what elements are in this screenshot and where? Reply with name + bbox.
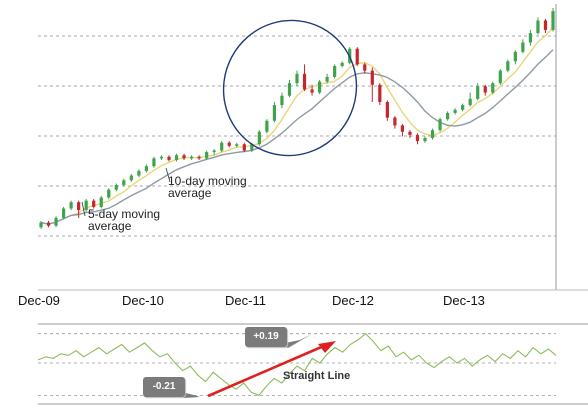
ma10-label: 10-day moving average xyxy=(168,175,247,199)
candle-body xyxy=(438,119,442,131)
candle-body xyxy=(61,208,66,218)
candle-body xyxy=(174,155,179,160)
candle-body xyxy=(69,202,73,209)
candle-body xyxy=(205,152,209,159)
candle-body xyxy=(295,73,299,84)
straight-line-arrow xyxy=(207,343,327,398)
callout-high: +0.19 xyxy=(245,327,287,347)
candle-body xyxy=(506,61,510,71)
candle-body xyxy=(385,101,389,118)
candle-body xyxy=(363,64,367,71)
candle-body xyxy=(54,217,58,226)
candle-body xyxy=(393,117,397,126)
x-tick-label: Dec-10 xyxy=(122,293,164,308)
candle-body xyxy=(122,180,126,185)
candle-body xyxy=(84,200,88,211)
candle-body xyxy=(491,83,495,93)
candle-body xyxy=(92,200,96,207)
candle-body xyxy=(182,155,186,159)
candle-body xyxy=(551,11,555,30)
candle-body xyxy=(159,156,164,159)
candle-body xyxy=(543,20,548,30)
candle-body xyxy=(235,144,239,146)
candle-body xyxy=(355,48,359,65)
callout-high-pointer xyxy=(280,334,312,348)
candle-body xyxy=(129,175,133,181)
x-tick-label: Dec-12 xyxy=(332,293,374,308)
candle-body xyxy=(498,70,502,84)
ma5-label: 5-day moving average xyxy=(88,208,160,232)
candle-body xyxy=(378,84,382,102)
candle-body xyxy=(212,150,216,153)
ma10-label-line1: 10-day moving xyxy=(168,174,247,188)
candle-body xyxy=(250,144,254,151)
x-tick-label: Dec-13 xyxy=(443,293,485,308)
candle-body xyxy=(536,20,540,34)
straight-line-label: Straight Line xyxy=(283,370,351,382)
ma10-line xyxy=(40,49,554,225)
candle-body xyxy=(220,142,224,151)
candle-body xyxy=(114,184,118,190)
candle-body xyxy=(325,76,329,82)
x-tick-label: Dec-11 xyxy=(225,293,266,308)
candle-body xyxy=(46,222,51,226)
candle-body xyxy=(333,65,337,77)
candle-body xyxy=(242,144,246,151)
ma10-leader xyxy=(165,167,171,183)
candle-body xyxy=(310,89,314,93)
callout-low-pointer xyxy=(180,392,200,398)
candle-body xyxy=(227,142,231,146)
candle-body xyxy=(107,189,111,198)
straight-line-arrowhead xyxy=(318,341,336,353)
candle-body xyxy=(476,86,480,99)
candle-body xyxy=(445,112,450,120)
ma5-label-line2: average xyxy=(88,219,132,233)
candle-body xyxy=(513,51,517,62)
candle-body xyxy=(408,131,412,135)
candle-body xyxy=(272,105,277,121)
candle-body xyxy=(461,105,465,110)
candle-body xyxy=(257,131,261,145)
candle-body xyxy=(99,197,103,207)
candle-body xyxy=(521,42,525,52)
candle-body xyxy=(144,166,149,171)
ma5-line xyxy=(40,26,554,225)
candle-body xyxy=(317,81,322,93)
candle-body xyxy=(167,156,171,160)
candle-body xyxy=(340,62,344,66)
highlight-ellipse xyxy=(222,19,358,157)
candle-body xyxy=(468,98,472,106)
candle-body xyxy=(137,170,141,176)
callout-low: -0.21 xyxy=(143,377,185,397)
candle-body xyxy=(39,222,43,228)
candle-body xyxy=(370,70,374,85)
candle-body xyxy=(287,83,292,96)
candle-body xyxy=(423,138,427,142)
candle-body xyxy=(528,33,533,43)
oscillator-line xyxy=(37,332,557,397)
ma5-leader xyxy=(81,201,86,217)
candle-body xyxy=(453,109,457,113)
ma10-label-line2: average xyxy=(168,186,212,200)
candle-body xyxy=(197,156,201,159)
candle-body xyxy=(77,202,81,211)
x-tick-label: Dec-09 xyxy=(18,293,60,308)
candle-body xyxy=(430,130,435,138)
candle-body xyxy=(483,86,487,93)
candle-body xyxy=(280,95,284,106)
candle-body xyxy=(152,158,156,167)
candle-body xyxy=(265,120,269,132)
candle-body xyxy=(415,134,420,142)
candle-body xyxy=(400,125,405,132)
candle-body xyxy=(189,156,194,159)
ma5-label-line1: 5-day moving xyxy=(88,207,161,221)
candle-body xyxy=(302,73,307,90)
